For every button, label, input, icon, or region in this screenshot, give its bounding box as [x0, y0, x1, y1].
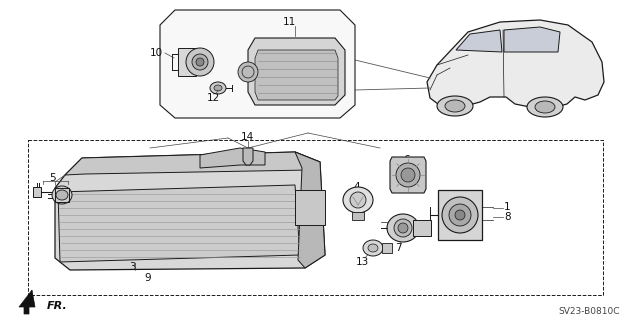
Ellipse shape	[396, 163, 420, 187]
Polygon shape	[243, 148, 253, 165]
Bar	[438, 190, 482, 240]
Ellipse shape	[56, 190, 68, 200]
Bar	[382, 243, 392, 253]
Polygon shape	[456, 30, 502, 52]
Text: 9: 9	[145, 273, 151, 283]
Text: 6: 6	[404, 155, 410, 165]
Text: 8: 8	[504, 212, 511, 222]
Ellipse shape	[363, 240, 383, 256]
Ellipse shape	[210, 82, 226, 94]
Text: 12: 12	[206, 93, 220, 103]
Polygon shape	[390, 157, 426, 193]
Ellipse shape	[398, 223, 408, 233]
Bar	[352, 212, 364, 220]
Text: 4: 4	[354, 182, 360, 192]
Text: SV23-B0810C: SV23-B0810C	[559, 308, 620, 316]
Text: 5: 5	[49, 173, 55, 183]
Ellipse shape	[442, 197, 478, 233]
Ellipse shape	[535, 101, 555, 113]
Text: 10: 10	[150, 48, 163, 58]
Polygon shape	[295, 152, 325, 268]
Ellipse shape	[238, 62, 258, 82]
Bar	[55, 188, 69, 202]
Text: 11: 11	[282, 17, 296, 27]
Polygon shape	[248, 38, 345, 105]
Ellipse shape	[52, 186, 72, 204]
Text: FR.: FR.	[47, 301, 68, 311]
Ellipse shape	[192, 54, 208, 70]
Text: 1: 1	[504, 202, 511, 212]
Text: 3: 3	[129, 262, 135, 272]
Polygon shape	[55, 152, 325, 270]
Bar	[178, 48, 196, 76]
Ellipse shape	[394, 219, 412, 237]
Ellipse shape	[387, 214, 419, 242]
Ellipse shape	[350, 192, 366, 208]
Polygon shape	[65, 152, 320, 175]
Text: 7: 7	[395, 243, 401, 253]
Ellipse shape	[401, 168, 415, 182]
Text: 2: 2	[305, 77, 311, 87]
Ellipse shape	[445, 100, 465, 112]
Ellipse shape	[196, 58, 204, 66]
Polygon shape	[427, 20, 604, 110]
Ellipse shape	[343, 187, 373, 213]
Polygon shape	[200, 148, 265, 168]
Polygon shape	[504, 27, 560, 52]
Polygon shape	[58, 185, 300, 262]
Bar	[28, 140, 603, 295]
Bar	[33, 187, 41, 197]
Ellipse shape	[455, 210, 465, 220]
Ellipse shape	[214, 85, 222, 91]
Polygon shape	[19, 290, 35, 314]
Polygon shape	[160, 10, 355, 118]
Text: 13: 13	[355, 257, 369, 267]
Ellipse shape	[527, 97, 563, 117]
Bar	[295, 190, 325, 225]
Bar	[413, 220, 431, 236]
Polygon shape	[255, 50, 338, 100]
Ellipse shape	[368, 244, 378, 252]
Ellipse shape	[437, 96, 473, 116]
Text: 14: 14	[241, 132, 253, 142]
Ellipse shape	[186, 48, 214, 76]
Ellipse shape	[449, 204, 471, 226]
